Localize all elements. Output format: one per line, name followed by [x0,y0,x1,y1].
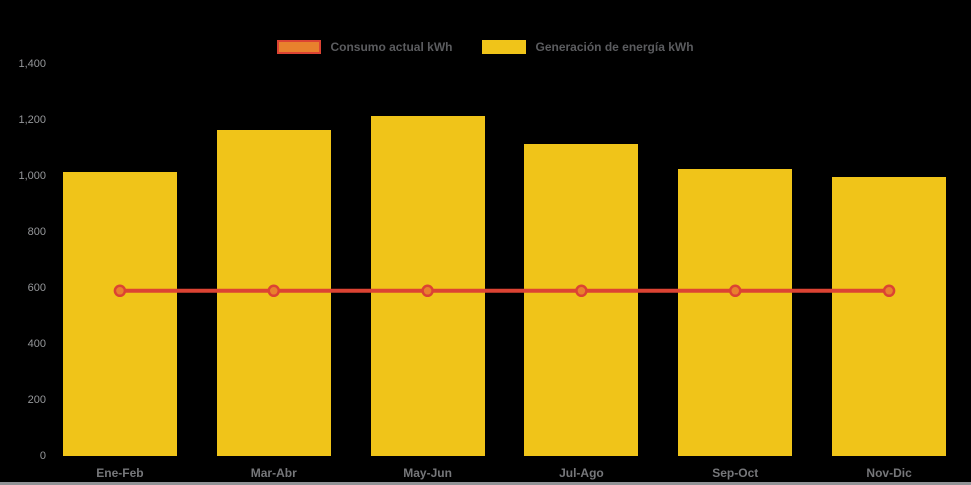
x-tick-label-Jul-Ago: Jul-Ago [559,466,604,480]
x-tick-label-Nov-Dic: Nov-Dic [866,466,912,480]
bar-May-Jun[interactable] [370,115,485,456]
legend-item-generacion[interactable]: Generación de energía kWh [482,40,694,54]
bar-Jul-Ago[interactable] [524,143,639,456]
y-tick-label: 1,400 [18,58,46,70]
y-tick-label: 1,200 [18,114,46,126]
x-tick-label-Ene-Feb: Ene-Feb [96,466,144,480]
legend-swatch-consumo-icon [277,40,322,54]
bar-Mar-Abr[interactable] [216,129,331,456]
x-tick-label-May-Jun: May-Jun [403,466,452,480]
x-tick-label-Mar-Abr: Mar-Abr [250,466,297,480]
x-tick-label-Sep-Oct: Sep-Oct [712,466,759,480]
bar-Ene-Feb[interactable] [62,171,177,456]
y-tick-label: 600 [27,282,46,294]
chart-legend: Consumo actual kWh Generación de energía… [0,40,971,54]
y-tick-label: 200 [27,394,46,406]
y-tick-label: 800 [27,226,46,238]
y-tick-label: 0 [39,450,46,462]
y-tick-label: 1,000 [18,170,46,182]
line-series [113,284,896,298]
bottom-divider [0,482,971,485]
legend-item-consumo[interactable]: Consumo actual kWh [277,40,452,54]
bar-Sep-Oct[interactable] [678,169,793,456]
legend-label-generacion: Generación de energía kWh [535,40,694,54]
bar-Nov-Dic[interactable] [832,177,947,456]
y-tick-label: 400 [27,338,46,350]
legend-swatch-generacion-icon [482,40,527,54]
legend-label-consumo: Consumo actual kWh [330,40,453,54]
